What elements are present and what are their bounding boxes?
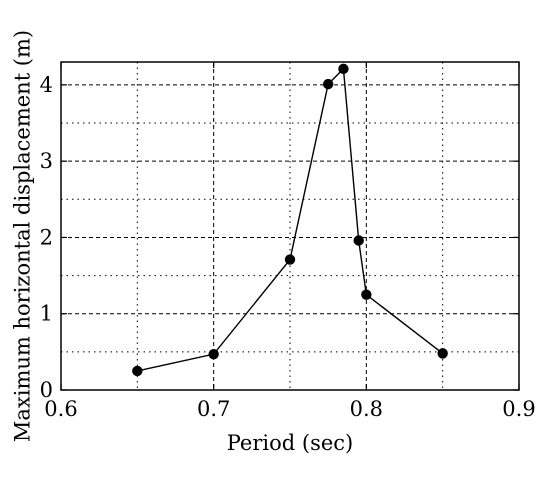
y-tick-label: 3 — [40, 149, 53, 173]
plot-area-frame — [60, 61, 520, 391]
y-tick-label: 4 — [40, 73, 53, 97]
data-point — [361, 289, 372, 300]
data-point — [208, 348, 219, 360]
y-tick-label: 2 — [40, 225, 53, 249]
data-point — [353, 235, 364, 246]
series-line — [137, 67, 444, 372]
data-point — [132, 365, 143, 377]
y-tick-label: 0 — [40, 378, 53, 402]
data-point — [284, 254, 296, 265]
x-tick-label: 0.7 — [197, 397, 230, 421]
data-point — [322, 78, 334, 90]
y-axis-label: Maximum horizontal displacement (m) — [10, 30, 34, 442]
x-tick-label: 0.8 — [350, 397, 383, 421]
x-tick-label: 0.6 — [44, 397, 77, 421]
x-axis-label: Period (sec) — [227, 431, 353, 455]
y-tick-label: 1 — [40, 302, 53, 326]
axis-ticks: 0.6 0.7 0.8 0.9 0 1 2 3 4 — [40, 62, 536, 421]
grid — [61, 62, 519, 390]
data-point — [437, 348, 448, 359]
data-point — [338, 63, 349, 75]
x-tick-label: 0.9 — [502, 397, 535, 421]
data-series — [132, 63, 448, 377]
